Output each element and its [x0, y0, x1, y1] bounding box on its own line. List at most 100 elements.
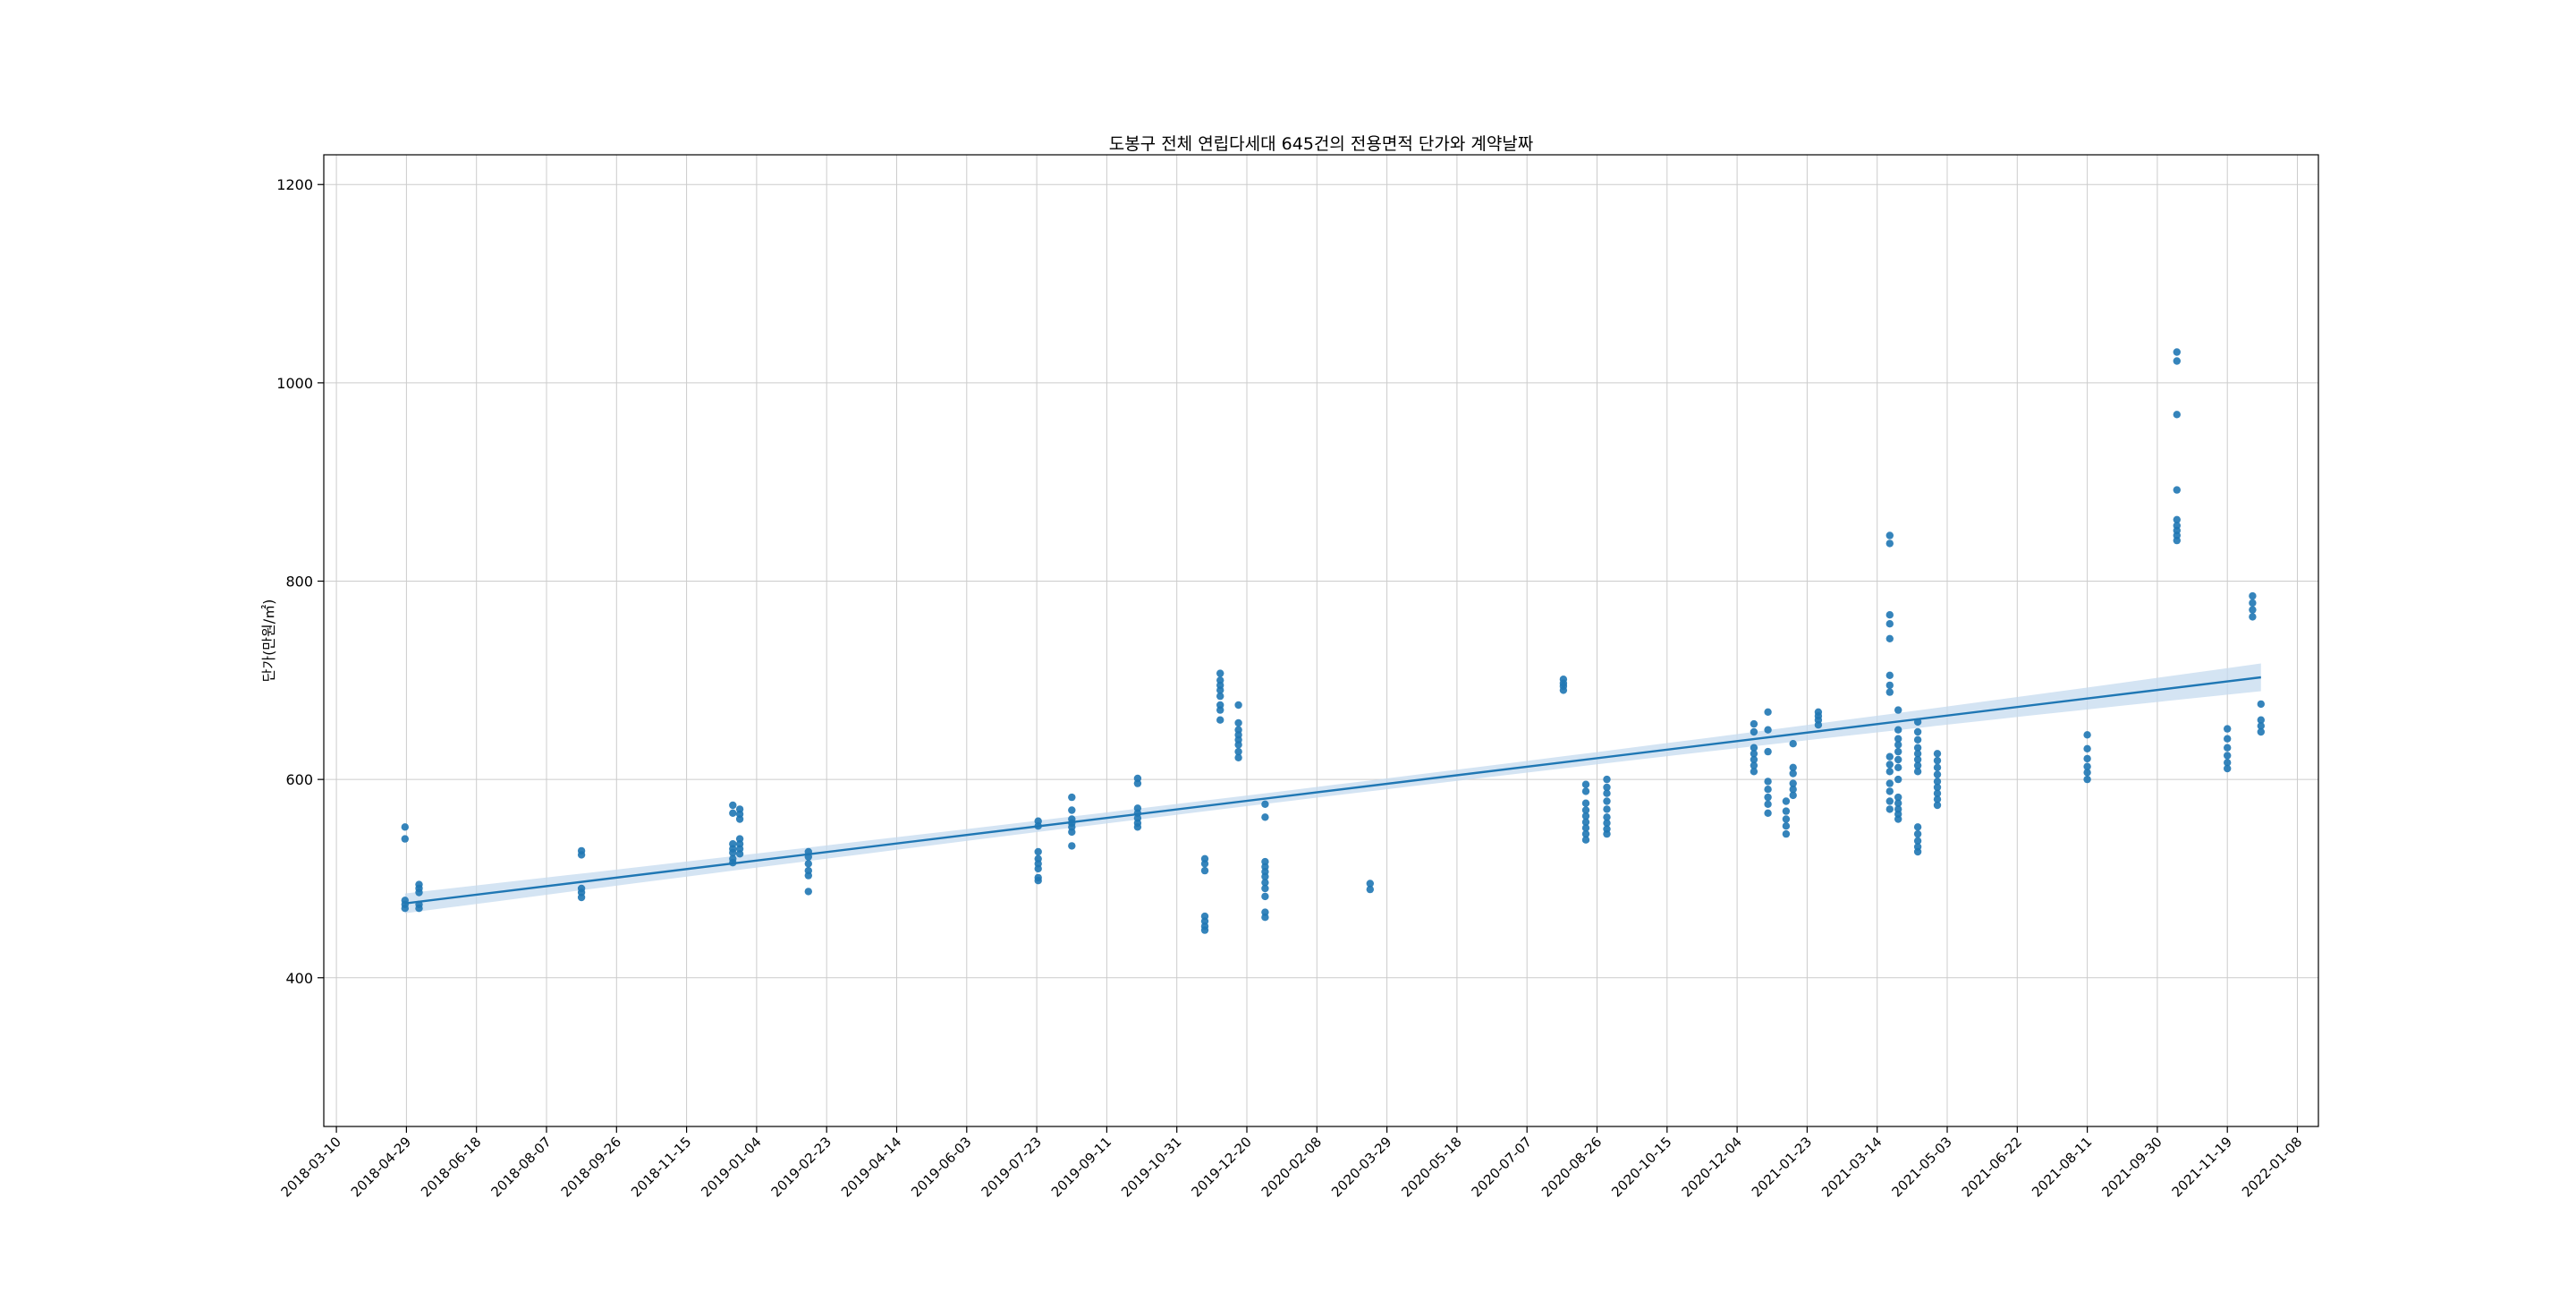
data-point [804, 860, 812, 868]
data-point [1581, 824, 1590, 832]
data-point [1764, 708, 1772, 716]
data-point [1603, 829, 1611, 838]
data-point [1913, 823, 1922, 831]
data-point [1750, 768, 1758, 776]
data-point [1933, 763, 1942, 771]
data-point [1750, 719, 1758, 728]
data-point [1894, 775, 1902, 784]
data-point [1034, 877, 1042, 885]
data-point [1261, 872, 1269, 880]
data-point [1750, 761, 1758, 769]
data-point [1913, 744, 1922, 752]
data-point [1234, 718, 1242, 727]
data-point [2173, 486, 2181, 494]
data-point [577, 893, 586, 902]
data-point [1913, 735, 1922, 744]
axes-frame [323, 154, 2319, 1127]
data-point [1200, 860, 1209, 868]
y-tick-label: 1000 [276, 375, 313, 392]
grid-lines [324, 155, 2318, 1126]
data-point [1885, 787, 1894, 795]
data-point [2257, 716, 2265, 724]
data-point [2257, 722, 2265, 730]
data-point [2249, 606, 2257, 614]
data-point [1603, 805, 1611, 813]
data-point [1068, 793, 1076, 802]
data-point [1933, 801, 1942, 810]
data-point [1782, 815, 1791, 823]
data-point [1216, 692, 1224, 701]
data-point [415, 888, 423, 897]
data-point [1068, 806, 1076, 814]
y-tick-label: 800 [285, 574, 313, 591]
data-point [1894, 741, 1902, 749]
data-point [1782, 797, 1791, 805]
data-point [1885, 620, 1894, 628]
data-point [577, 851, 586, 859]
data-point [1581, 799, 1590, 807]
data-point [2083, 754, 2091, 763]
data-point [1581, 806, 1590, 814]
data-point [1913, 847, 1922, 856]
data-point [1894, 763, 1902, 771]
data-point [2083, 762, 2091, 770]
data-point [2249, 591, 2257, 600]
data-point [1885, 681, 1894, 690]
data-point [1559, 686, 1568, 694]
y-tick-label: 400 [285, 970, 313, 987]
data-point [1894, 793, 1902, 802]
data-point [1885, 752, 1894, 761]
data-point [1933, 795, 1942, 803]
data-point [1789, 740, 1797, 748]
data-point [2173, 515, 2181, 523]
data-point [2224, 735, 2232, 743]
data-point [1885, 779, 1894, 787]
data-point [1894, 735, 1902, 743]
data-point [2224, 759, 2232, 767]
confidence-band [404, 663, 2261, 914]
data-point [1789, 786, 1797, 794]
data-point [1885, 611, 1894, 619]
data-point [1750, 727, 1758, 736]
data-point [1764, 809, 1772, 817]
data-point [1603, 819, 1611, 828]
data-point [1894, 747, 1902, 756]
data-point [1234, 753, 1242, 761]
data-point [804, 871, 812, 880]
data-point [401, 823, 409, 831]
data-point [1885, 761, 1894, 769]
data-point [1366, 880, 1375, 888]
data-point [1933, 783, 1942, 792]
data-point [1603, 813, 1611, 821]
data-point [1216, 686, 1224, 694]
data-point [729, 809, 737, 817]
data-point [1133, 779, 1142, 787]
data-point [2257, 700, 2265, 709]
data-point [1603, 783, 1611, 792]
data-point [1764, 793, 1772, 802]
data-point [1581, 812, 1590, 820]
data-point [2224, 764, 2232, 773]
data-point [1133, 823, 1142, 831]
data-point [2083, 731, 2091, 739]
data-point [1894, 799, 1902, 807]
data-point [1885, 540, 1894, 548]
data-point [1885, 768, 1894, 776]
data-point [1261, 884, 1269, 893]
data-point [2173, 357, 2181, 365]
data-point [1764, 747, 1772, 756]
y-axis-label: 단가(만원/㎡) [260, 599, 277, 683]
confidence-band-area [404, 663, 2261, 914]
data-point [1885, 531, 1894, 540]
data-point [1764, 726, 1772, 734]
data-point [1885, 634, 1894, 642]
data-point [1894, 815, 1902, 823]
data-point [401, 835, 409, 843]
data-point [1603, 789, 1611, 797]
data-point [1750, 750, 1758, 758]
data-point [1200, 866, 1209, 875]
chart-title: 도봉구 전체 연립다세대 645건의 전용면적 단가와 계약날짜 [1109, 134, 1534, 154]
data-point [1581, 780, 1590, 788]
